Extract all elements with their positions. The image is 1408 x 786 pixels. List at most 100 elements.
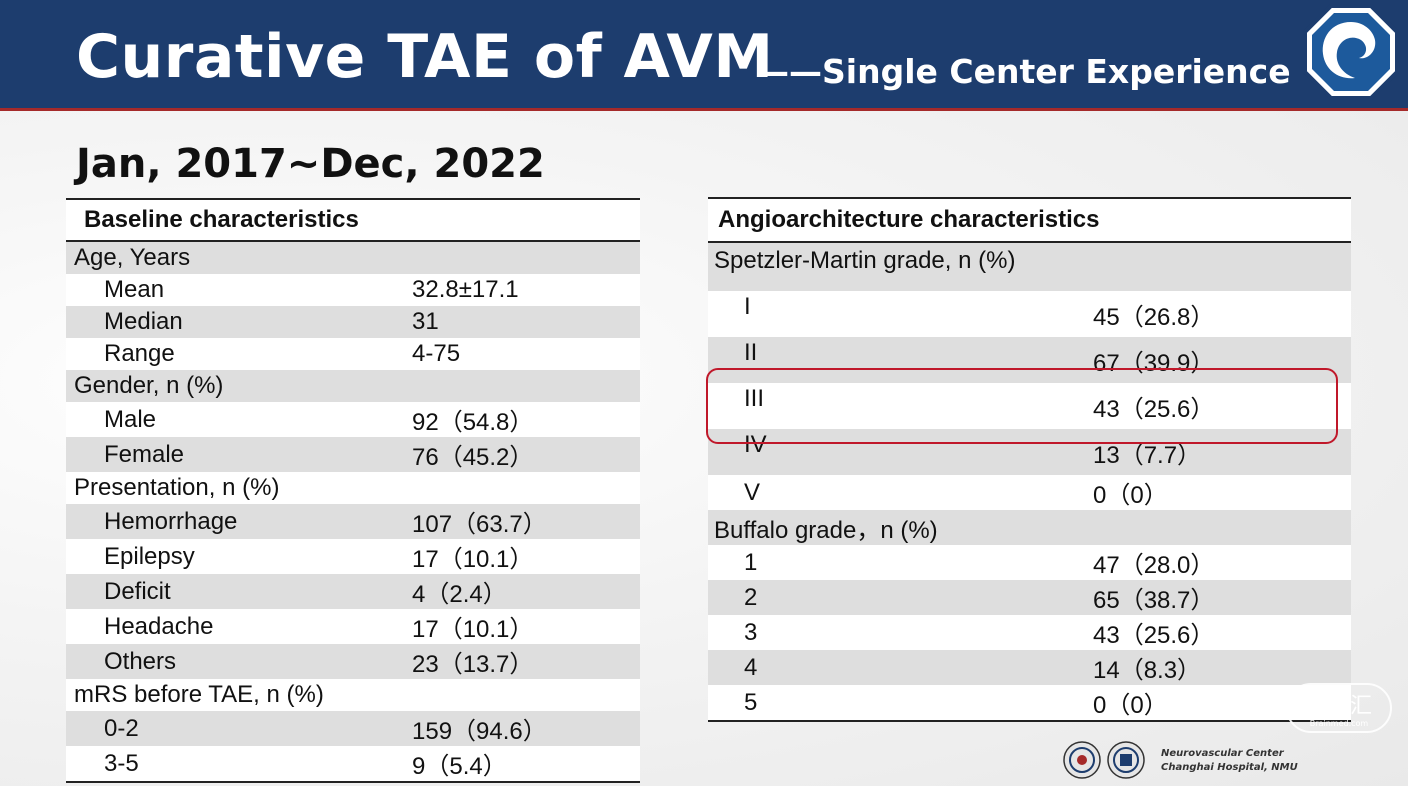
- row-value: 107（63.7）: [412, 504, 640, 539]
- footer-line-1: Neurovascular Center: [1161, 748, 1284, 759]
- table-row: 3 43（25.6）: [708, 615, 1351, 650]
- table-row: III 43（25.6）: [708, 383, 1351, 429]
- row-value: 0（0）: [1093, 685, 1351, 722]
- row-value: 32.8±17.1: [412, 274, 640, 306]
- angioarchitecture-table: Angioarchitecture characteristics Spetzle…: [708, 197, 1351, 722]
- row-label: 3: [708, 615, 1093, 650]
- row-value: 45（26.8）: [1093, 291, 1351, 337]
- table-row: II 67（39.9）: [708, 337, 1351, 383]
- row-value: [412, 472, 640, 504]
- table-row: 2 65（38.7）: [708, 580, 1351, 615]
- row-label: 0-2: [66, 711, 412, 746]
- table-row: V 0（0）: [708, 475, 1351, 510]
- hospital-logo-icon: [1303, 4, 1399, 100]
- slide-header: Curative TAE of AVM ——Single Center Expe…: [0, 0, 1408, 111]
- row-value: 4（2.4）: [412, 574, 640, 609]
- row-value: [412, 241, 640, 274]
- table-row: Age, Years: [66, 241, 640, 274]
- row-value: 67（39.9）: [1093, 337, 1351, 383]
- table-row: Hemorrhage 107（63.7）: [66, 504, 640, 539]
- row-label: Female: [66, 437, 412, 472]
- table-row: IV 13（7.7）: [708, 429, 1351, 475]
- table-row: I 45（26.8）: [708, 291, 1351, 337]
- row-label: Headache: [66, 609, 412, 644]
- table-row: Others 23（13.7）: [66, 644, 640, 679]
- table-row: Range 4-75: [66, 338, 640, 370]
- row-label: III: [708, 383, 1093, 429]
- footer-institution: Neurovascular Center Changhai Hospital, …: [1161, 747, 1298, 775]
- table-row: Deficit 4（2.4）: [66, 574, 640, 609]
- row-label: 2: [708, 580, 1093, 615]
- footer-emblem-icons: [1063, 741, 1145, 779]
- row-value: 0（0）: [1093, 475, 1351, 510]
- watermark-en: Brainmed.com: [1310, 719, 1369, 728]
- row-label: Median: [66, 306, 412, 338]
- row-label: Epilepsy: [66, 539, 412, 574]
- table-row: Headache 17（10.1）: [66, 609, 640, 644]
- table-row: 3-5 9（5.4）: [66, 746, 640, 783]
- table-row: Epilepsy 17（10.1）: [66, 539, 640, 574]
- row-value: 4-75: [412, 338, 640, 370]
- table-row: Female 76（45.2）: [66, 437, 640, 472]
- table-row: 5 0（0）: [708, 685, 1351, 722]
- row-value: 31: [412, 306, 640, 338]
- row-value: [412, 679, 640, 711]
- footer-line-2: Changhai Hospital, NMU: [1161, 762, 1298, 773]
- buffalo-group-label: Buffalo grade，n (%): [708, 510, 1351, 545]
- row-label: IV: [708, 429, 1093, 475]
- table-row: 4 14（8.3）: [708, 650, 1351, 685]
- highlight-box-grade-iii-iv: [706, 368, 1338, 444]
- baseline-table: Baseline characteristics Age, Years Mean 32…: [66, 198, 640, 783]
- table-row: Presentation, n (%): [66, 472, 640, 504]
- baseline-table-header: Baseline characteristics: [66, 198, 640, 242]
- study-period: Jan, 2017~Dec, 2022: [76, 141, 545, 187]
- angio-table-title: Angioarchitecture characteristics: [708, 197, 1351, 243]
- baseline-table-title: Baseline characteristics: [66, 198, 640, 242]
- table-row: 0-2 159（94.6）: [66, 711, 640, 746]
- row-label: 4: [708, 650, 1093, 685]
- row-label: Male: [66, 402, 412, 437]
- table-row: Gender, n (%): [66, 370, 640, 402]
- row-value: 76（45.2）: [412, 437, 640, 472]
- row-value: 17（10.1）: [412, 539, 640, 574]
- row-label: I: [708, 291, 1093, 337]
- watermark-cn: 脑医汇: [1306, 694, 1372, 719]
- row-label: Range: [66, 338, 412, 370]
- row-label: mRS before TAE, n (%): [66, 679, 412, 711]
- row-value: 47（28.0）: [1093, 545, 1351, 580]
- row-label: Deficit: [66, 574, 412, 609]
- angio-table-header: Angioarchitecture characteristics: [708, 197, 1351, 243]
- table-row: mRS before TAE, n (%): [66, 679, 640, 711]
- row-value: 9（5.4）: [412, 746, 640, 783]
- table-row: Mean 32.8±17.1: [66, 274, 640, 306]
- row-label: V: [708, 475, 1093, 510]
- row-label: Hemorrhage: [66, 504, 412, 539]
- row-value: 159（94.6）: [412, 711, 640, 746]
- row-label: 3-5: [66, 746, 412, 783]
- row-value: 92（54.8）: [412, 402, 640, 437]
- row-value: 14（8.3）: [1093, 650, 1351, 685]
- row-value: 65（38.7）: [1093, 580, 1351, 615]
- row-label: Others: [66, 644, 412, 679]
- brainmed-watermark: 脑医汇 Brainmed.com: [1286, 683, 1392, 733]
- slide-subtitle: ——Single Center Experience: [756, 52, 1291, 91]
- table-row: 1 47（28.0）: [708, 545, 1351, 580]
- row-label: 1: [708, 545, 1093, 580]
- row-label: Presentation, n (%): [66, 472, 412, 504]
- row-value: 13（7.7）: [1093, 429, 1351, 475]
- spetzler-group-label: Spetzler-Martin grade, n (%): [708, 242, 1351, 291]
- table-row: Median 31: [66, 306, 640, 338]
- spetzler-group-row: Spetzler-Martin grade, n (%): [708, 242, 1351, 291]
- row-value: 43（25.6）: [1093, 615, 1351, 650]
- row-label: Age, Years: [66, 241, 412, 274]
- slide-title: Curative TAE of AVM: [76, 22, 774, 92]
- buffalo-group-row: Buffalo grade，n (%): [708, 510, 1351, 545]
- row-label: 5: [708, 685, 1093, 722]
- row-value: 43（25.6）: [1093, 383, 1351, 429]
- row-value: 23（13.7）: [412, 644, 640, 679]
- row-label: Mean: [66, 274, 412, 306]
- row-value: 17（10.1）: [412, 609, 640, 644]
- table-row: Male 92（54.8）: [66, 402, 640, 437]
- row-value: [412, 370, 640, 402]
- row-label: Gender, n (%): [66, 370, 412, 402]
